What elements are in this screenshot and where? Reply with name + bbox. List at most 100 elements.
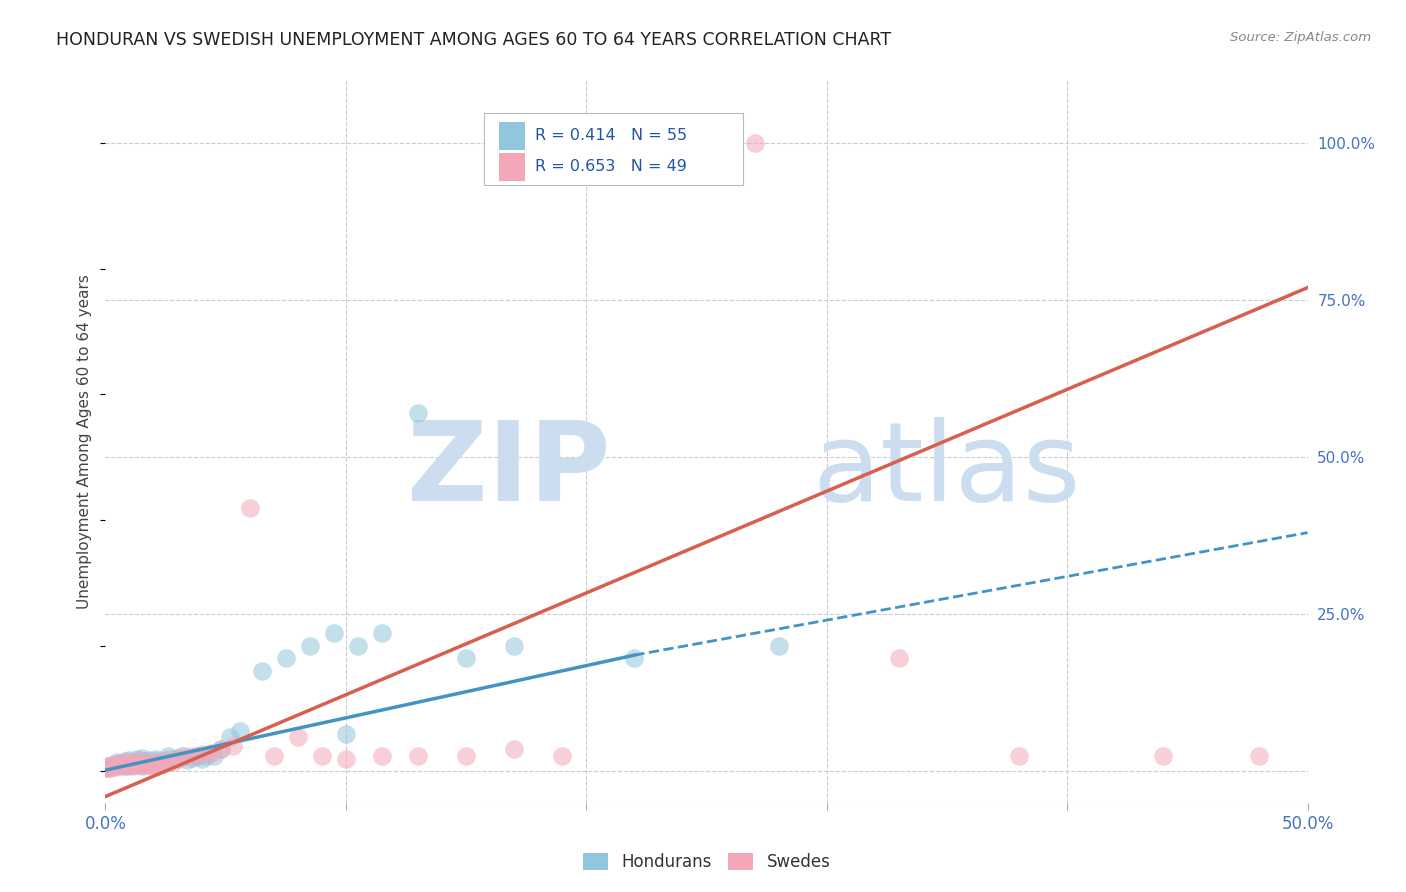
Point [311, 748, 333, 763]
Point [125, 752, 148, 766]
Text: R = 0.414   N = 55: R = 0.414 N = 55 [534, 128, 686, 144]
Point [107, 756, 129, 771]
Point [108, 758, 131, 772]
Point [166, 752, 188, 766]
Point [124, 759, 146, 773]
Point [202, 748, 225, 763]
Point [371, 626, 394, 640]
Point [454, 651, 477, 665]
Point [121, 756, 143, 770]
Point [156, 748, 179, 763]
Point [335, 727, 357, 741]
Point [101, 758, 124, 772]
Point [186, 748, 208, 763]
Point [118, 753, 141, 767]
Point [274, 651, 297, 665]
Point [181, 748, 204, 763]
Bar [499, 122, 524, 150]
Point [190, 747, 212, 761]
Point [132, 758, 155, 772]
Point [135, 755, 157, 769]
Text: HONDURAN VS SWEDISH UNEMPLOYMENT AMONG AGES 60 TO 64 YEARS CORRELATION CHART: HONDURAN VS SWEDISH UNEMPLOYMENT AMONG A… [56, 31, 891, 49]
Point [239, 500, 262, 515]
Point [115, 756, 138, 771]
Point [125, 755, 148, 769]
Text: R = 0.653   N = 49: R = 0.653 N = 49 [534, 160, 686, 175]
Point [219, 730, 242, 744]
Point [138, 753, 160, 767]
Point [406, 748, 429, 763]
Point [623, 136, 645, 150]
Point [98, 761, 121, 775]
Point [135, 756, 157, 771]
Point [209, 742, 232, 756]
Point [744, 136, 766, 150]
Point [335, 752, 357, 766]
Point [322, 626, 344, 640]
Point [166, 750, 188, 764]
Point [551, 748, 574, 763]
Point [101, 758, 124, 772]
Point [1008, 748, 1031, 763]
Point [209, 742, 232, 756]
Point [124, 758, 146, 772]
Bar [499, 153, 524, 181]
Point [222, 739, 245, 754]
Legend: Hondurans, Swedes: Hondurans, Swedes [576, 846, 837, 878]
Point [200, 746, 222, 760]
Point [298, 639, 321, 653]
Point [118, 759, 141, 773]
Point [114, 758, 136, 772]
Point [128, 756, 150, 771]
Point [181, 750, 204, 764]
Y-axis label: Unemployment Among Ages 60 to 64 years: Unemployment Among Ages 60 to 64 years [77, 274, 93, 609]
Point [162, 752, 184, 766]
FancyBboxPatch shape [484, 112, 742, 185]
Point [176, 753, 198, 767]
Point [111, 756, 134, 771]
Point [142, 756, 165, 770]
Point [148, 755, 170, 769]
Point [887, 651, 910, 665]
Text: Source: ZipAtlas.com: Source: ZipAtlas.com [1230, 31, 1371, 45]
Point [287, 730, 309, 744]
Point [132, 755, 155, 769]
Point [97, 759, 120, 773]
Point [118, 758, 141, 772]
Point [172, 748, 194, 763]
Point [138, 756, 160, 771]
Point [121, 756, 143, 771]
Point [623, 651, 645, 665]
Text: ZIP: ZIP [406, 417, 610, 524]
Point [250, 664, 273, 678]
Point [107, 755, 129, 769]
Point [114, 759, 136, 773]
Point [156, 753, 179, 767]
Point [1152, 748, 1174, 763]
Point [98, 761, 121, 775]
Point [97, 759, 120, 773]
Point [1249, 748, 1271, 763]
Point [768, 639, 790, 653]
Point [229, 723, 252, 738]
Point [131, 756, 153, 771]
Point [152, 756, 174, 771]
Point [104, 759, 127, 773]
Point [190, 752, 212, 766]
Point [371, 748, 394, 763]
Point [347, 639, 370, 653]
Point [263, 748, 285, 763]
Point [94, 761, 117, 775]
Point [173, 748, 195, 763]
Point [148, 755, 170, 769]
Point [125, 755, 148, 769]
Point [162, 755, 184, 769]
Point [454, 748, 477, 763]
Point [139, 758, 162, 772]
Point [111, 756, 134, 771]
Point [131, 750, 153, 764]
Point [131, 759, 153, 773]
Text: atlas: atlas [813, 417, 1081, 524]
Point [128, 758, 150, 772]
Point [108, 758, 131, 772]
